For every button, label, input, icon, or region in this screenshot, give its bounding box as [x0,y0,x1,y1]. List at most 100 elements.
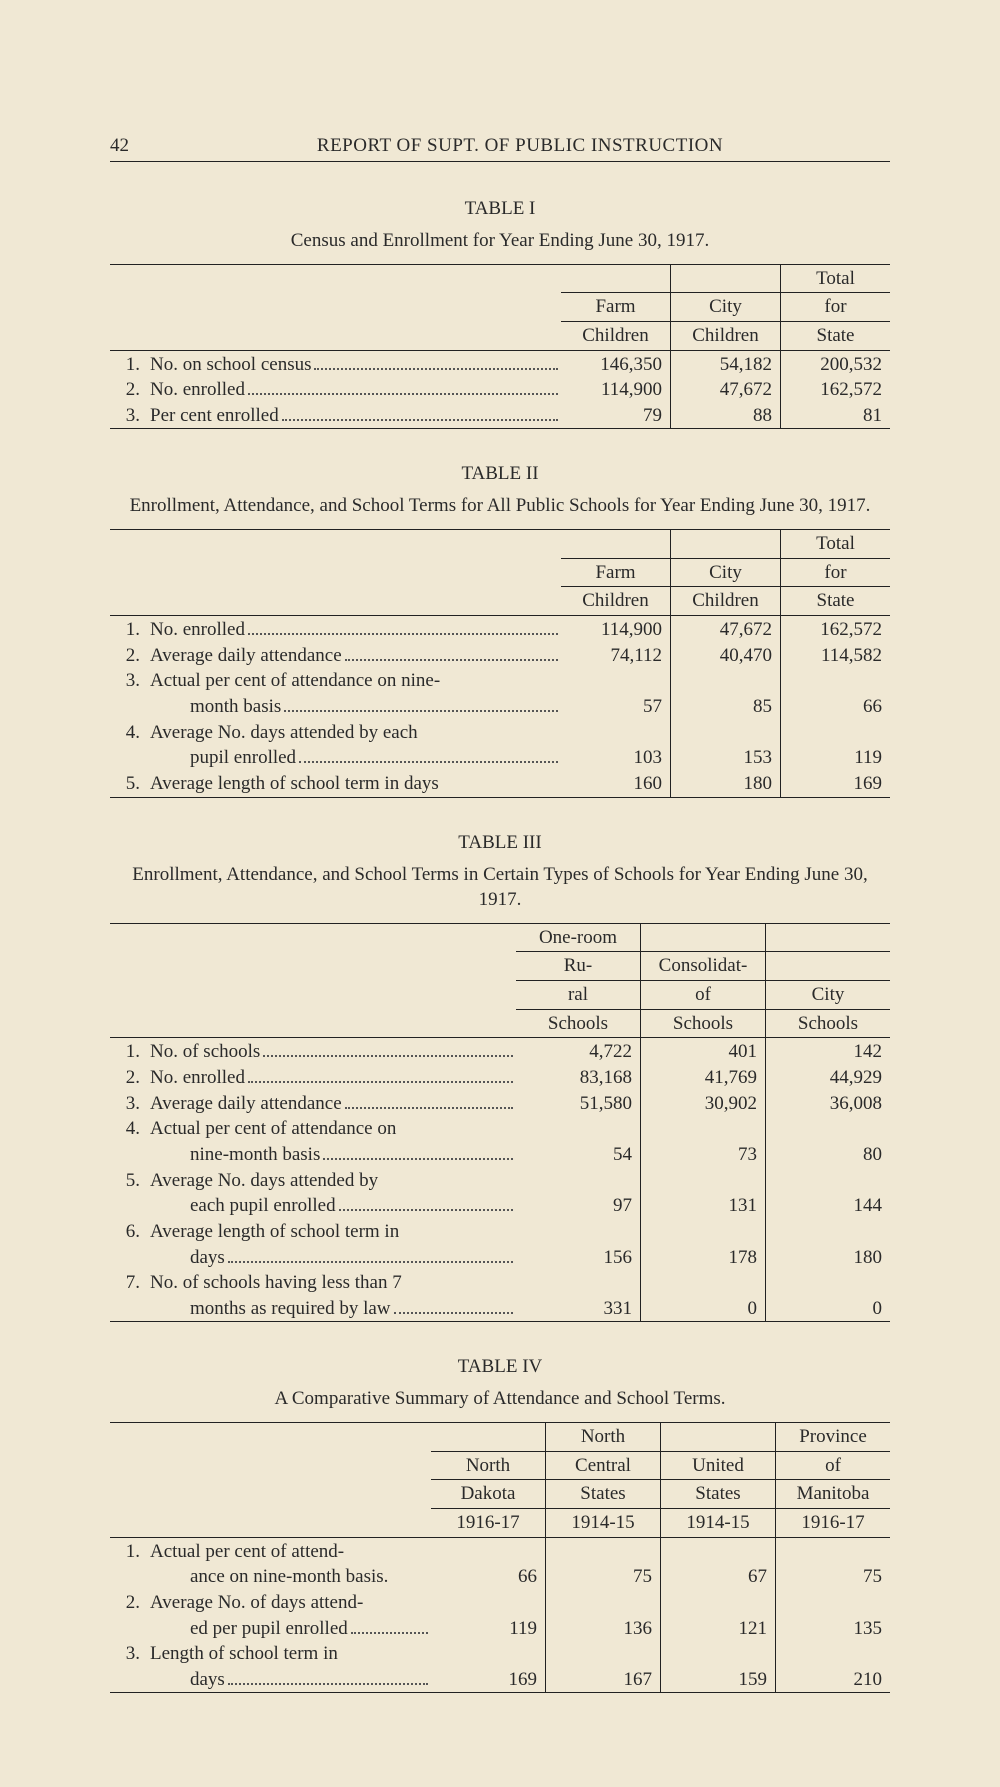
header-title: REPORT OF SUPT. OF PUBLIC INSTRUCTION [150,135,890,157]
cell-value: 136 [546,1616,661,1642]
row-number: 1. [110,350,150,377]
cell-value: 146,350 [561,350,671,377]
table-label: TABLE I [110,198,890,220]
row-label: Average No. of days attend- [150,1590,431,1616]
cell-value [546,1590,661,1616]
row-number: 5. [110,771,150,797]
cell-value: 180 [671,771,781,797]
cell-value [661,1537,776,1564]
cell-value [641,1168,766,1194]
table-row: 2.Average No. of days attend- [110,1590,890,1616]
row-label: No. enrolled [150,377,561,403]
table-row: 6.Average length of school term in [110,1219,890,1245]
row-label: Actual per cent of attend- [150,1537,431,1564]
row-label: Length of school term in [150,1641,431,1667]
cell-value: 40,470 [671,643,781,669]
cell-value: 85 [671,694,781,720]
row-label: Average daily attendance [150,643,561,669]
cell-value: 180 [766,1245,891,1271]
row-number [110,1193,150,1219]
cell-value: 401 [641,1038,766,1065]
table-caption: Census and Enrollment for Year Ending Ju… [110,228,890,254]
cell-value: 36,008 [766,1091,891,1117]
cell-value: 331 [516,1296,641,1322]
row-label: No. of schools having less than 7 [150,1270,516,1296]
row-label: Average No. days attended by [150,1168,516,1194]
table-row: 2.No. enrolled114,90047,672162,572 [110,377,890,403]
table-label: TABLE II [110,463,890,485]
row-number: 3. [110,1091,150,1117]
table-row: 3.Per cent enrolled798881 [110,403,890,429]
cell-value [776,1641,891,1667]
data-table: TotalFarmCityforChildrenChildrenState1.N… [110,529,890,797]
cell-value: 51,580 [516,1091,641,1117]
cell-value [641,1219,766,1245]
row-number: 3. [110,668,150,694]
row-number [110,694,150,720]
page-number: 42 [110,135,150,157]
cell-value: 162,572 [781,616,891,643]
cell-value: 121 [661,1616,776,1642]
cell-value: 44,929 [766,1065,891,1091]
cell-value: 159 [661,1667,776,1693]
cell-value [516,1116,641,1142]
table-row: months as required by law33100 [110,1296,890,1322]
cell-value: 47,672 [671,616,781,643]
cell-value: 83,168 [516,1065,641,1091]
row-number: 2. [110,1590,150,1616]
cell-value: 54 [516,1142,641,1168]
row-number: 4. [110,720,150,746]
cell-value: 41,769 [641,1065,766,1091]
cell-value: 103 [561,745,671,771]
table-row: 2.Average daily attendance74,11240,47011… [110,643,890,669]
cell-value: 75 [546,1564,661,1590]
row-label: Actual per cent of attendance on [150,1116,516,1142]
row-label: Average daily attendance [150,1091,516,1117]
cell-value: 119 [781,745,891,771]
row-label: Average length of school term in [150,1219,516,1245]
row-number: 2. [110,1065,150,1091]
row-number [110,745,150,771]
table-caption: A Comparative Summary of Attendance and … [110,1386,890,1412]
cell-value: 135 [776,1616,891,1642]
cell-value [661,1641,776,1667]
cell-value [516,1168,641,1194]
cell-value: 4,722 [516,1038,641,1065]
table-row: 5.Average length of school term in days1… [110,771,890,797]
row-number [110,1564,150,1590]
row-number [110,1296,150,1322]
table-row: ance on nine-month basis.66756775 [110,1564,890,1590]
cell-value: 169 [431,1667,546,1693]
cell-value: 80 [766,1142,891,1168]
table-row: 4.Average No. days attended by each [110,720,890,746]
row-number [110,1245,150,1271]
cell-value: 144 [766,1193,891,1219]
document-page: 42 REPORT OF SUPT. OF PUBLIC INSTRUCTION… [0,0,1000,1787]
table-row: 4.Actual per cent of attendance on [110,1116,890,1142]
table-row: 1.No. of schools4,722401142 [110,1038,890,1065]
row-label: each pupil enrolled [150,1193,516,1219]
table-caption: Enrollment, Attendance, and School Terms… [110,862,890,913]
cell-value [546,1537,661,1564]
row-number: 1. [110,1537,150,1564]
row-number [110,1667,150,1693]
cell-value [766,1116,891,1142]
cell-value: 97 [516,1193,641,1219]
row-number [110,1142,150,1168]
cell-value: 81 [781,403,891,429]
row-label: nine-month basis [150,1142,516,1168]
cell-value [776,1590,891,1616]
row-label: month basis [150,694,561,720]
cell-value: 131 [641,1193,766,1219]
cell-value [781,668,891,694]
table-row: pupil enrolled103153119 [110,745,890,771]
row-number: 3. [110,403,150,429]
cell-value [546,1641,661,1667]
row-label: Actual per cent of attendance on nine- [150,668,561,694]
row-number: 1. [110,1038,150,1065]
cell-value: 114,900 [561,616,671,643]
row-label: ed per pupil enrolled [150,1616,431,1642]
table-row: ed per pupil enrolled119136121135 [110,1616,890,1642]
row-label: days [150,1667,431,1693]
cell-value [661,1590,776,1616]
